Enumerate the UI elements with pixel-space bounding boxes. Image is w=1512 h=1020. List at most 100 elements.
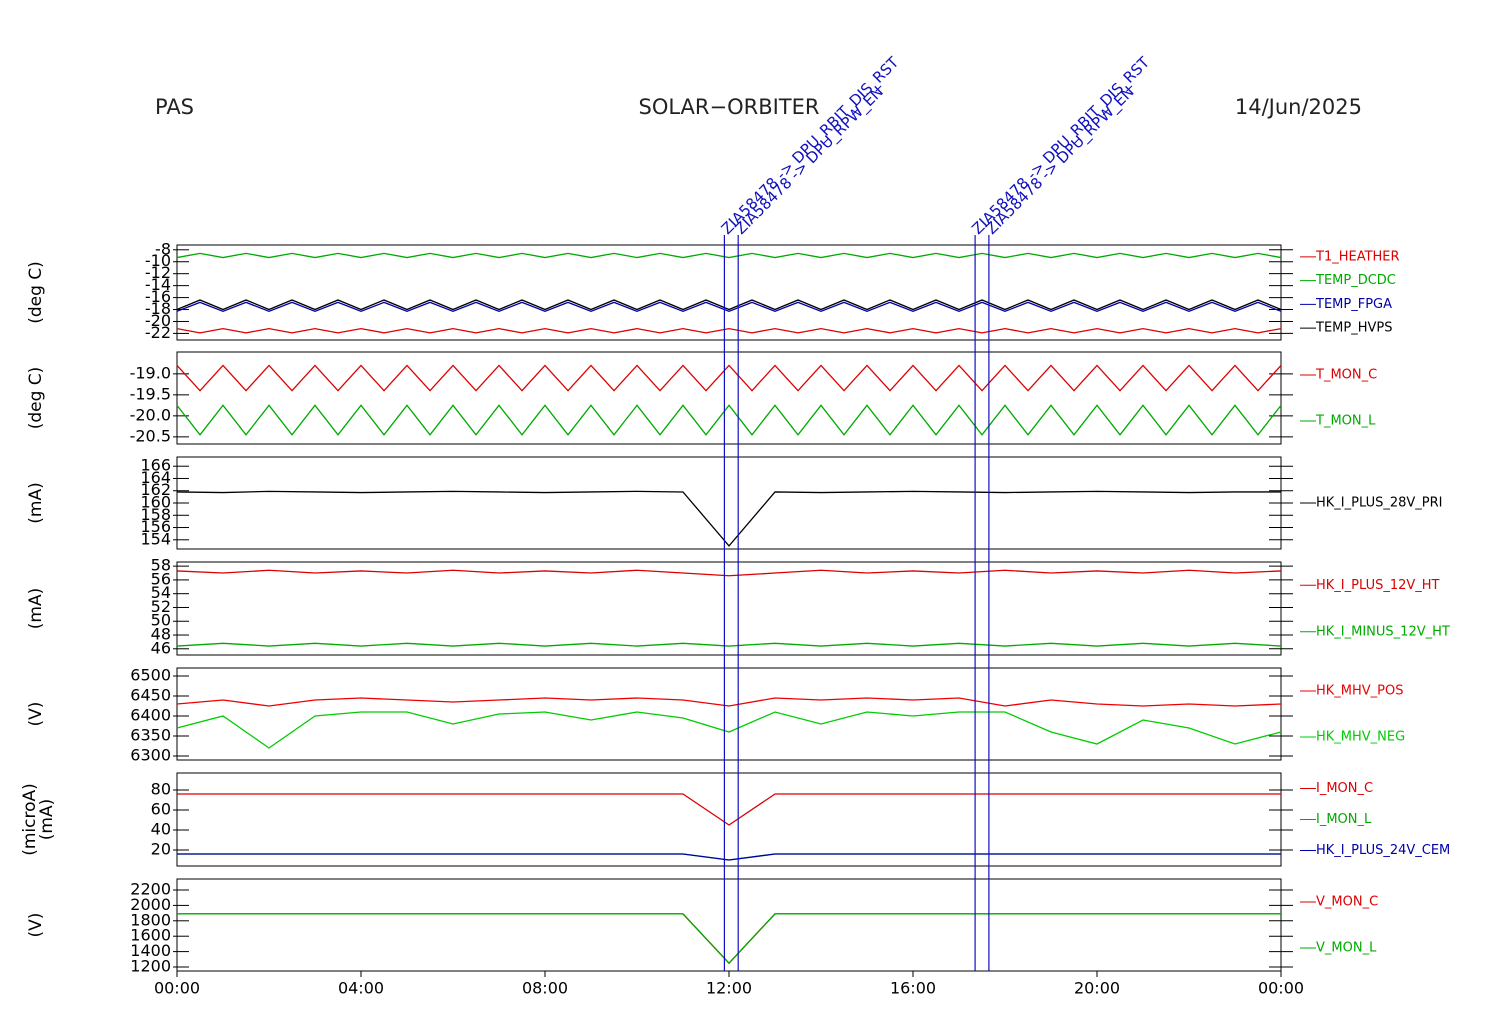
- y-tick-label: -19.5: [130, 384, 171, 403]
- y-tick-label: -20.0: [130, 405, 171, 424]
- series-line: [176, 299, 1282, 311]
- series-line: [177, 853, 1281, 861]
- y-tick-label: 1800: [130, 910, 171, 929]
- y-tick-label: 156: [140, 517, 171, 536]
- y-axis-label: (V): [26, 913, 46, 938]
- y-tick-label: 54: [151, 583, 171, 602]
- y-tick-label: -22: [145, 323, 171, 342]
- legend-label: TEMP_DCDC: [1315, 273, 1396, 288]
- y-tick-label: 166: [140, 456, 171, 475]
- legend-label: T_MON_L: [1315, 414, 1376, 429]
- y-axis-label: (V): [26, 702, 46, 727]
- y-tick-label: 154: [140, 529, 171, 548]
- y-tick-label: -20.5: [130, 426, 171, 445]
- header-left: PAS: [155, 95, 194, 119]
- y-tick-label: 80: [151, 780, 171, 799]
- legend-label: V_MON_C: [1316, 895, 1378, 910]
- y-tick-label: 58: [151, 556, 171, 575]
- series-line: [176, 642, 1282, 647]
- series-line: [176, 490, 1281, 547]
- legend-label: TEMP_HVPS: [1315, 321, 1392, 336]
- y-axis-label: (mA): [26, 588, 46, 629]
- y-tick-label: -19.0: [130, 363, 171, 382]
- legend-label: T1_HEATHER: [1315, 249, 1400, 264]
- series-line: [176, 364, 1282, 392]
- legend-label: HK_MHV_NEG: [1316, 730, 1405, 745]
- panel-frame: [176, 772, 1282, 867]
- legend-label: HK_I_MINUS_12V_HT: [1316, 624, 1450, 639]
- y-axis-label: (microA): [20, 783, 40, 856]
- x-tick-label: 00:00: [1258, 979, 1304, 998]
- x-tick-label: 00:00: [154, 979, 200, 998]
- y-tick-label: 6300: [130, 746, 171, 765]
- panel-frame: [176, 561, 1282, 656]
- y-tick-label: -8: [155, 239, 171, 258]
- legend-label: HK_MHV_POS: [1316, 684, 1404, 699]
- y-tick-label: -12: [145, 263, 171, 282]
- legend-label: V_MON_L: [1316, 941, 1377, 956]
- legend-label: HK_I_PLUS_24V_CEM: [1316, 843, 1450, 858]
- header-center: SOLAR−ORBITER: [638, 95, 819, 119]
- legend-label: HK_I_PLUS_28V_PRI: [1316, 496, 1442, 511]
- y-tick-label: -16: [145, 287, 171, 306]
- y-axis-label: (mA): [26, 482, 46, 523]
- y-tick-label: 20: [151, 840, 171, 859]
- series-line: [176, 404, 1282, 436]
- y-tick-label: 6450: [130, 686, 171, 705]
- legend-label: T_MON_C: [1315, 368, 1377, 383]
- series-line: [176, 697, 1282, 707]
- panel-frame: [176, 878, 1282, 972]
- y-tick-label: 46: [151, 638, 171, 657]
- legend-label: I_MON_C: [1316, 781, 1373, 796]
- y-axis-label: (mA): [37, 799, 57, 840]
- y-tick-label: 52: [151, 597, 171, 616]
- header-right: 14/Jun/2025: [1235, 95, 1362, 119]
- y-tick-label: -10: [145, 251, 171, 270]
- y-axis-label: (deg C): [26, 261, 46, 324]
- y-tick-label: 6500: [130, 666, 171, 685]
- y-tick-label: 48: [151, 625, 171, 644]
- y-tick-label: 158: [140, 505, 171, 524]
- panel-frame: [176, 244, 1282, 341]
- y-tick-label: 6400: [130, 706, 171, 725]
- y-axis-label: (deg C): [26, 367, 46, 430]
- y-tick-label: 6350: [130, 726, 171, 745]
- legend-label: TEMP_FPGA: [1315, 297, 1392, 312]
- x-tick-label: 04:00: [338, 979, 384, 998]
- y-tick-label: 50: [151, 611, 171, 630]
- series-line: [177, 913, 1281, 965]
- legend-label: HK_I_PLUS_12V_HT: [1316, 578, 1440, 593]
- y-tick-label: -14: [145, 275, 171, 294]
- legend-label: I_MON_L: [1316, 812, 1372, 827]
- y-tick-label: 40: [151, 820, 171, 839]
- x-tick-label: 20:00: [1074, 979, 1120, 998]
- series-line: [177, 853, 1281, 861]
- y-tick-label: 2200: [130, 880, 171, 899]
- y-tick-label: 1400: [130, 941, 171, 960]
- event-label: ZIA58478 -> DPU_RPW_EN: [982, 83, 1138, 239]
- y-tick-label: -18: [145, 299, 171, 318]
- y-tick-label: 160: [140, 493, 171, 512]
- series-line: [176, 252, 1282, 259]
- x-tick-label: 16:00: [890, 979, 936, 998]
- x-tick-label: 08:00: [522, 979, 568, 998]
- y-tick-label: 60: [151, 800, 171, 819]
- y-tick-label: 162: [140, 480, 171, 499]
- x-tick-label: 12:00: [706, 979, 752, 998]
- series-line: [176, 301, 1282, 313]
- panel-frame: [176, 667, 1282, 761]
- y-tick-label: 56: [151, 569, 171, 588]
- panel-frame: [176, 456, 1282, 550]
- y-tick-label: 2000: [130, 895, 171, 914]
- series-line: [176, 711, 1282, 749]
- series-line: [177, 913, 1281, 965]
- y-tick-label: 1200: [130, 956, 171, 975]
- y-tick-label: -20: [145, 311, 171, 330]
- y-tick-label: 1600: [130, 926, 171, 945]
- series-line: [176, 569, 1282, 577]
- series-line: [177, 793, 1281, 826]
- series-line: [176, 327, 1282, 334]
- y-tick-label: 164: [140, 468, 171, 487]
- panel-frame: [176, 351, 1282, 445]
